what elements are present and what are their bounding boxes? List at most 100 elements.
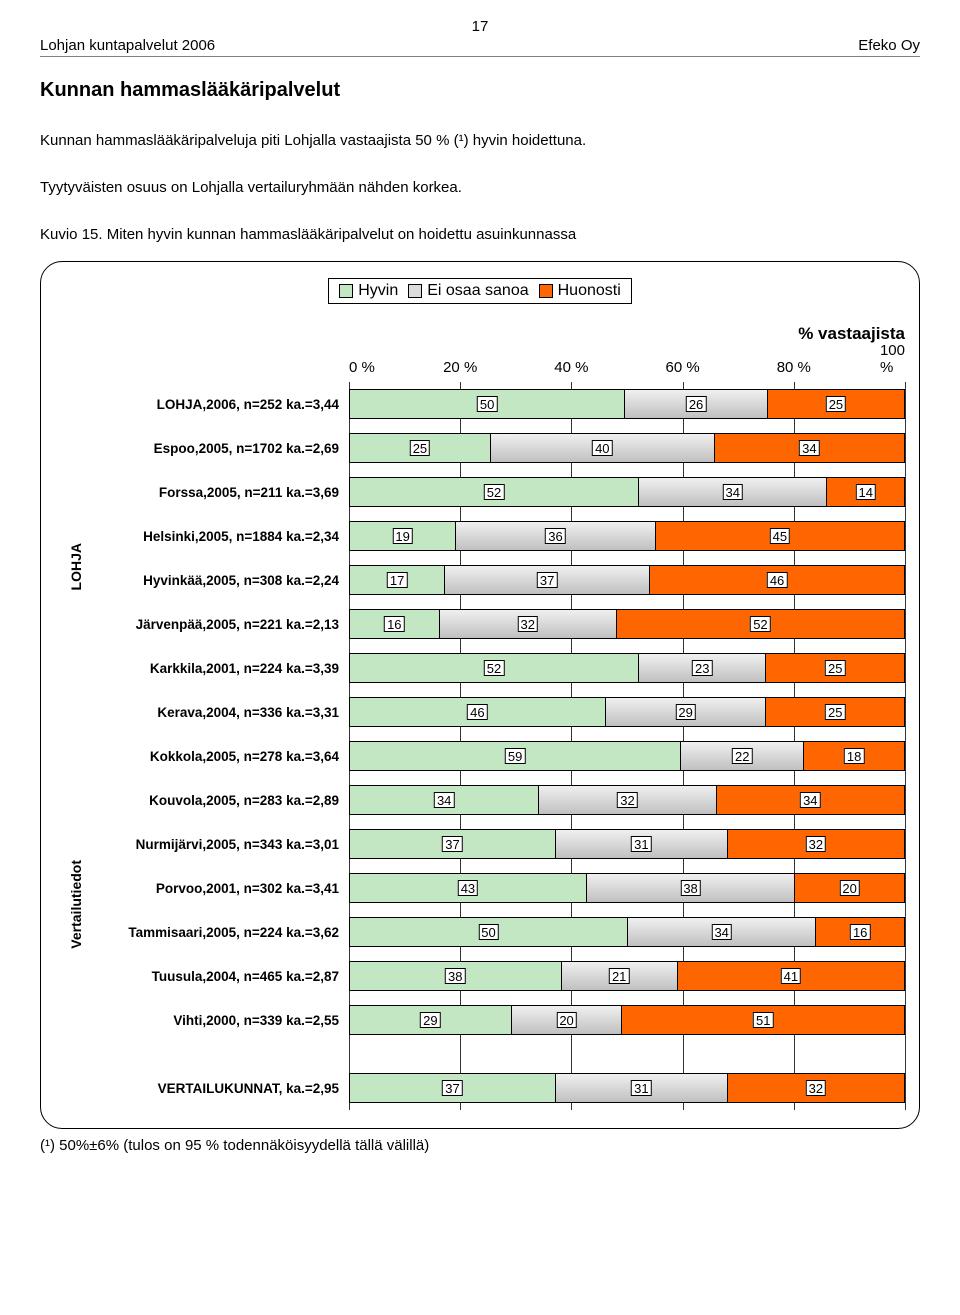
page: 17 Lohjan kuntapalvelut 2006 Efeko Oy Ku…	[0, 0, 960, 1174]
x-axis-ticks: 0 %20 %40 %60 %80 %100 %	[349, 356, 905, 376]
bar-row: 16 32 52	[349, 602, 905, 646]
bar-segment: 32	[538, 786, 715, 814]
bar-value-label: 46	[767, 572, 787, 588]
bar-segment: 29	[350, 1006, 511, 1034]
bar-row: 5034 16	[349, 910, 905, 954]
bar-segment: 22	[680, 742, 803, 770]
bar-value-label: 32	[518, 616, 538, 632]
stacked-bar: 29 2051	[349, 1005, 905, 1035]
bar-segment: 52	[350, 478, 638, 506]
bar-value-label: 29	[420, 1012, 440, 1028]
legend-label: Hyvin	[358, 282, 398, 300]
row-label: LOHJA,2006, n=252 ka.=3,44	[97, 382, 349, 426]
stacked-bar: 254034	[349, 433, 905, 463]
bar-segment: 29	[605, 698, 766, 726]
bar-segment: 16	[350, 610, 439, 638]
bar-segment: 50	[350, 918, 627, 946]
bar-row: 43 38 20	[349, 866, 905, 910]
bar-segment: 59	[350, 742, 680, 770]
legend: HyvinEi osaa sanoaHuonosti	[55, 278, 905, 304]
row-label: Järvenpää,2005, n=221 ka.=2,13	[97, 602, 349, 646]
legend-swatch	[539, 284, 553, 298]
bar-row: 373132	[349, 822, 905, 866]
bar-segment: 37	[444, 566, 649, 594]
bar-value-label: 19	[392, 528, 412, 544]
legend-item: Huonosti	[539, 282, 621, 300]
stacked-bar: 173746	[349, 565, 905, 595]
bar-row: 592218	[349, 734, 905, 778]
stacked-bar: 373132	[349, 1073, 905, 1103]
header-right: Efeko Oy	[858, 37, 920, 54]
bar-segment: 20	[511, 1006, 622, 1034]
bar-segment: 25	[350, 434, 490, 462]
plot-area: 5026252540345234141936451737461632525223…	[349, 382, 905, 1110]
bar-segment: 32	[727, 1074, 904, 1102]
bar-value-label: 37	[442, 1080, 462, 1096]
bar-row: 254034	[349, 426, 905, 470]
bar-value-label: 20	[839, 880, 859, 896]
bar-value-label: 32	[806, 1080, 826, 1096]
bar-segment: 40	[490, 434, 714, 462]
bar-row: 523414	[349, 470, 905, 514]
x-tick: 20 %	[443, 359, 477, 376]
bar-value-label: 46	[467, 704, 487, 720]
stacked-bar: 5034 16	[349, 917, 905, 947]
bar-value-label: 14	[855, 484, 875, 500]
bar-segment: 23	[638, 654, 765, 682]
legend-item: Hyvin	[339, 282, 398, 300]
bar-value-label: 32	[617, 792, 637, 808]
x-tick: 40 %	[554, 359, 588, 376]
stacked-bar: 382141	[349, 961, 905, 991]
bar-value-label: 29	[675, 704, 695, 720]
bar-segment: 46	[649, 566, 904, 594]
bar-value-label: 52	[750, 616, 770, 632]
summary-row-label: VERTAILUKUNNAT, ka.=2,95	[97, 1066, 349, 1110]
bar-value-label: 52	[484, 660, 504, 676]
stacked-bar: 523414	[349, 477, 905, 507]
bar-segment: 51	[621, 1006, 904, 1034]
bar-value-label: 38	[445, 968, 465, 984]
bar-value-label: 43	[458, 880, 478, 896]
bar-value-label: 26	[686, 396, 706, 412]
row-label: Tammisaari,2005, n=224 ka.=3,62	[97, 910, 349, 954]
bar-row: 173746	[349, 558, 905, 602]
bar-value-label: 52	[484, 484, 504, 500]
plot-header: % vastaajista 0 %20 %40 %60 %80 %100 %	[349, 322, 905, 382]
row-label: Espoo,2005, n=1702 ka.=2,69	[97, 426, 349, 470]
bar-segment: 34	[627, 918, 815, 946]
bar-segment: 26	[624, 390, 767, 418]
bar-segment: 37	[350, 830, 555, 858]
bar-value-label: 45	[770, 528, 790, 544]
bar-segment: 50	[350, 390, 624, 418]
bar-row: 382141	[349, 954, 905, 998]
x-axis-title: % vastaajista	[798, 324, 905, 344]
header-left: Lohjan kuntapalvelut 2006	[40, 37, 215, 54]
stacked-bar: 502625	[349, 389, 905, 419]
stacked-bar: 522325	[349, 653, 905, 683]
stacked-bar: 46 29 25	[349, 697, 905, 727]
bar-segment: 25	[765, 698, 904, 726]
bar-segment: 41	[677, 962, 904, 990]
stacked-bar: 592218	[349, 741, 905, 771]
row-label: Porvoo,2001, n=302 ka.=3,41	[97, 866, 349, 910]
bar-value-label: 32	[806, 836, 826, 852]
bar-segment: 37	[350, 1074, 555, 1102]
bar-segment: 38	[586, 874, 794, 902]
y-group-label-lohja: LOHJA	[68, 543, 84, 590]
bar-value-label: 38	[680, 880, 700, 896]
header-row: Lohjan kuntapalvelut 2006 Efeko Oy	[40, 37, 920, 57]
footnote: (¹) 50%±6% (tulos on 95 % todennäköisyyd…	[40, 1137, 920, 1154]
bar-segment: 52	[350, 654, 638, 682]
chart-body: LOHJA Vertailutiedot LOHJA,2006, n=252 k…	[55, 322, 905, 1110]
chart-frame: HyvinEi osaa sanoaHuonosti LOHJA Vertail…	[40, 261, 920, 1129]
bar-row: 373132	[349, 1066, 905, 1110]
bar-value-label: 37	[537, 572, 557, 588]
x-tick: 80 %	[777, 359, 811, 376]
plot-column: % vastaajista 0 %20 %40 %60 %80 %100 % 5…	[349, 322, 905, 1110]
stacked-bar: 343234	[349, 785, 905, 815]
bar-value-label: 16	[850, 924, 870, 940]
y-group-label-vertailutiedot: Vertailutiedot	[68, 860, 84, 949]
page-number: 17	[40, 18, 920, 35]
bar-value-label: 36	[545, 528, 565, 544]
bar-segment: 46	[350, 698, 605, 726]
